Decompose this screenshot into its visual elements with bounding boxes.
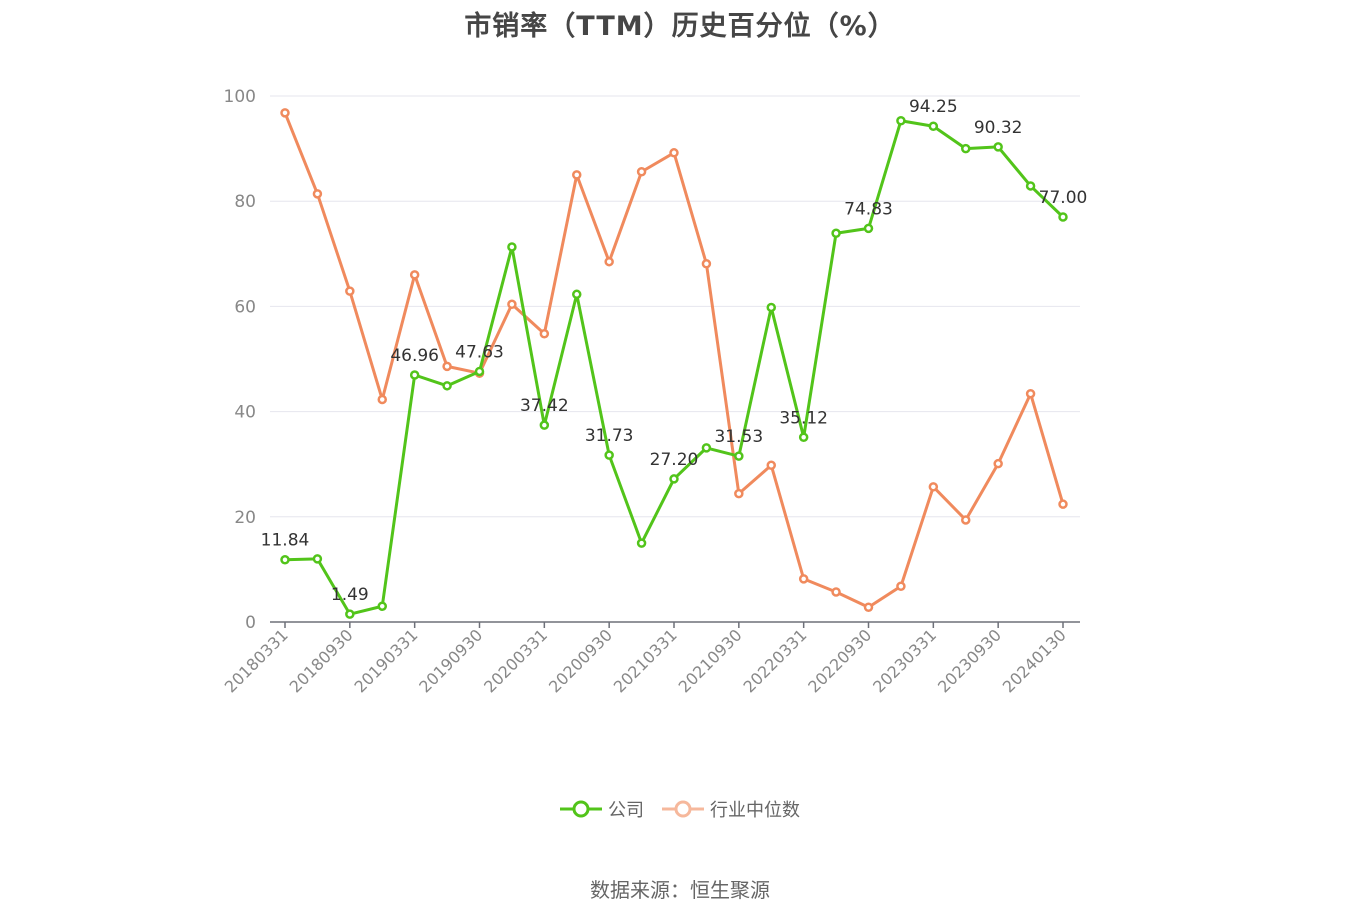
y-tick-label: 100 — [224, 87, 256, 107]
x-tick-label: 20210331 — [610, 625, 681, 696]
series-line-company — [284, 119, 1065, 616]
x-tick-label: 20230331 — [869, 625, 940, 696]
data-label-company: 11.84 — [261, 531, 310, 551]
data-label-company: 37.42 — [520, 396, 569, 416]
data-point-industry-median — [766, 460, 776, 471]
data-point-industry-median — [896, 581, 906, 591]
line-chart: 0 20 40 60 80 100 2018033120180930201903312019… — [221, 87, 1088, 696]
data-point-industry-median — [928, 482, 939, 492]
data-point-company — [928, 121, 939, 131]
data-label-company: 47.63 — [455, 342, 504, 362]
x-tick-label: 20180331 — [221, 625, 292, 696]
chart-title: 市销率（TTM）历史百分位（%） — [464, 11, 896, 42]
data-point-industry-median — [993, 458, 1003, 469]
data-point-company — [636, 538, 647, 548]
legend: 公司 行业中位数 — [0, 796, 1360, 822]
data-point-industry-median — [798, 574, 809, 584]
data-point-industry-median — [701, 259, 712, 269]
data-point-industry-median — [345, 286, 355, 296]
data-point-company — [669, 474, 679, 484]
data-point-company — [734, 451, 744, 461]
data-point-industry-median — [280, 108, 290, 118]
x-tick-label: 20220331 — [739, 625, 810, 696]
data-point-company — [507, 242, 517, 252]
data-label-company: 31.53 — [714, 427, 763, 447]
data-point-industry-median — [734, 488, 744, 499]
data-point-industry-median — [604, 256, 614, 267]
data-point-company — [831, 228, 841, 239]
data-point-industry-median — [377, 394, 387, 405]
y-tick-label: 60 — [234, 297, 256, 317]
y-tick-label: 40 — [234, 403, 256, 423]
data-point-industry-median — [539, 329, 550, 339]
data-point-company — [312, 554, 323, 564]
legend-swatch-company-icon — [560, 800, 602, 818]
data-point-company — [572, 289, 582, 300]
data-point-company — [701, 443, 712, 453]
x-tick-label: 20200930 — [545, 625, 616, 696]
data-point-company — [993, 142, 1003, 152]
data-point-company — [766, 302, 776, 313]
data-point-company — [1058, 212, 1068, 222]
data-point-industry-median — [669, 148, 679, 158]
data-label-company: 74.83 — [844, 199, 893, 219]
y-tick-label: 80 — [234, 192, 256, 212]
data-point-industry-median — [507, 299, 517, 310]
x-tick-label: 20210930 — [675, 625, 746, 696]
x-tick-label: 20190930 — [415, 625, 486, 696]
data-point-company — [863, 223, 874, 234]
data-point-industry-median — [1058, 499, 1068, 509]
data-label-company: 90.32 — [974, 118, 1023, 138]
data-point-company — [604, 450, 614, 460]
series — [280, 108, 1068, 619]
data-label-company: 94.25 — [909, 97, 958, 117]
data-label-company: 77.00 — [1039, 188, 1088, 208]
data-point-company — [409, 370, 420, 380]
legend-label-industry-median: 行业中位数 — [710, 800, 800, 821]
data-point-company — [442, 381, 452, 391]
data-label-company: 35.12 — [779, 408, 828, 428]
data-point-company — [345, 609, 355, 619]
data-point-company — [798, 432, 809, 443]
x-tick-label: 20230930 — [934, 625, 1005, 696]
data-label-company: 1.49 — [331, 585, 369, 605]
data-point-industry-median — [442, 361, 452, 372]
data-point-industry-median — [1025, 388, 1036, 399]
x-tick-label: 20220930 — [804, 625, 875, 696]
data-point-company — [539, 420, 550, 430]
data-label-company: 46.96 — [390, 346, 439, 366]
source-note: 数据来源：恒生聚源 — [590, 878, 770, 902]
data-point-industry-median — [961, 515, 971, 525]
data-point-company — [961, 143, 971, 154]
data-point-company — [377, 601, 387, 611]
data-point-industry-median — [831, 587, 841, 597]
data-point-industry-median — [636, 166, 647, 177]
data-labels: 11.84 1.49 46.96 47.63 37.42 31.73 27.20 31.53 3… — [261, 97, 1088, 605]
data-point-industry-median — [312, 189, 323, 199]
x-tick-label: 20190331 — [350, 625, 421, 696]
data-point-company — [896, 115, 906, 126]
x-tick-label: 20200331 — [480, 625, 551, 696]
y-tick-label: 0 — [245, 613, 256, 633]
data-point-company — [1025, 181, 1036, 191]
x-tick-label: 20240130 — [999, 625, 1070, 696]
data-point-industry-median — [572, 170, 582, 180]
data-point-industry-median — [863, 602, 874, 613]
data-label-company: 31.73 — [585, 426, 634, 446]
legend-swatch-industry-icon — [662, 800, 704, 818]
x-tick-label: 20180930 — [286, 625, 357, 696]
data-point-company — [280, 554, 290, 565]
legend-item-company[interactable]: 公司 — [560, 796, 644, 822]
legend-label-company: 公司 — [608, 800, 644, 821]
data-point-industry-median — [409, 270, 420, 280]
data-label-company: 27.20 — [650, 450, 699, 470]
legend-item-industry-median[interactable]: 行业中位数 — [662, 796, 800, 822]
data-point-company — [474, 366, 485, 377]
y-tick-label: 20 — [234, 508, 256, 528]
